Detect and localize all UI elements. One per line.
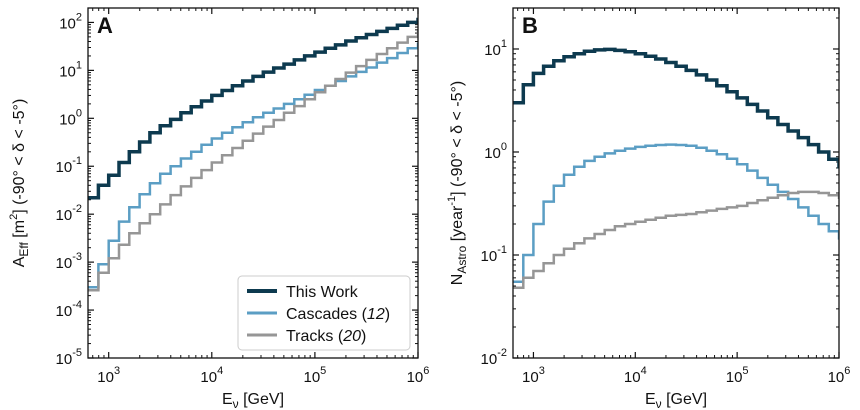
- x-tick-label: 103: [522, 365, 545, 386]
- y-tick-label: 10-1: [481, 244, 507, 265]
- y-tick-label: 102: [59, 11, 82, 32]
- y-tick-label: 10-2: [56, 203, 82, 224]
- plot-frame: [512, 7, 840, 359]
- y-tick-label: 10-5: [56, 347, 82, 368]
- x-tick-label: 105: [726, 365, 749, 386]
- legend: This Work Cascades (12) Tracks (20): [237, 275, 411, 351]
- y-tick-label: 10-2: [481, 347, 507, 368]
- x-tick-label: 104: [200, 365, 223, 386]
- x-tick-label: 106: [407, 365, 430, 386]
- legend-label: Cascades (12): [286, 306, 390, 323]
- series-this-work: [513, 47, 839, 169]
- series-cascades: [88, 42, 418, 289]
- legend-label: This Work: [286, 284, 359, 301]
- y-tick-label: 100: [59, 107, 82, 128]
- legend-label: Tracks (20): [286, 328, 366, 345]
- y-tick-label: 10-1: [56, 155, 82, 176]
- panel-label: B: [522, 13, 538, 38]
- y-tick-label: 101: [59, 59, 82, 80]
- series-group: [88, 17, 418, 292]
- x-tick-label: 105: [303, 365, 326, 386]
- x-axis-label: Eν [GeV]: [222, 391, 284, 410]
- y-axis-label: AEff [m2] (-90° < δ < -5°): [8, 99, 31, 268]
- series-cascades: [513, 143, 839, 283]
- y-axis-label: NAstro [year-1] (-90° < δ < -5°): [446, 81, 469, 285]
- x-tick-label: 103: [97, 365, 120, 386]
- x-tick-label: 106: [828, 365, 851, 386]
- series-tracks: [513, 190, 839, 290]
- panel-a: 103 104 105 106 10-5 10-4 10-3 10-2 10-1 100 101 10…: [8, 7, 430, 410]
- series-group: [513, 47, 839, 290]
- series-tracks: [88, 30, 418, 292]
- panel-label: A: [97, 13, 113, 38]
- y-tick-label: 100: [484, 141, 507, 162]
- panel-b: 103 104 105 106 10-2 10-1 100 101 B Eν [GeV] NAstr…: [446, 7, 851, 410]
- x-axis-label: Eν [GeV]: [645, 391, 707, 410]
- y-tick-label: 10-3: [56, 251, 82, 272]
- y-tick-label: 101: [484, 38, 507, 59]
- series-this-work: [88, 17, 418, 200]
- x-tick-label: 104: [624, 365, 647, 386]
- y-tick-label: 10-4: [56, 299, 82, 320]
- plot-frame: [87, 7, 419, 359]
- legend-box: [237, 275, 411, 351]
